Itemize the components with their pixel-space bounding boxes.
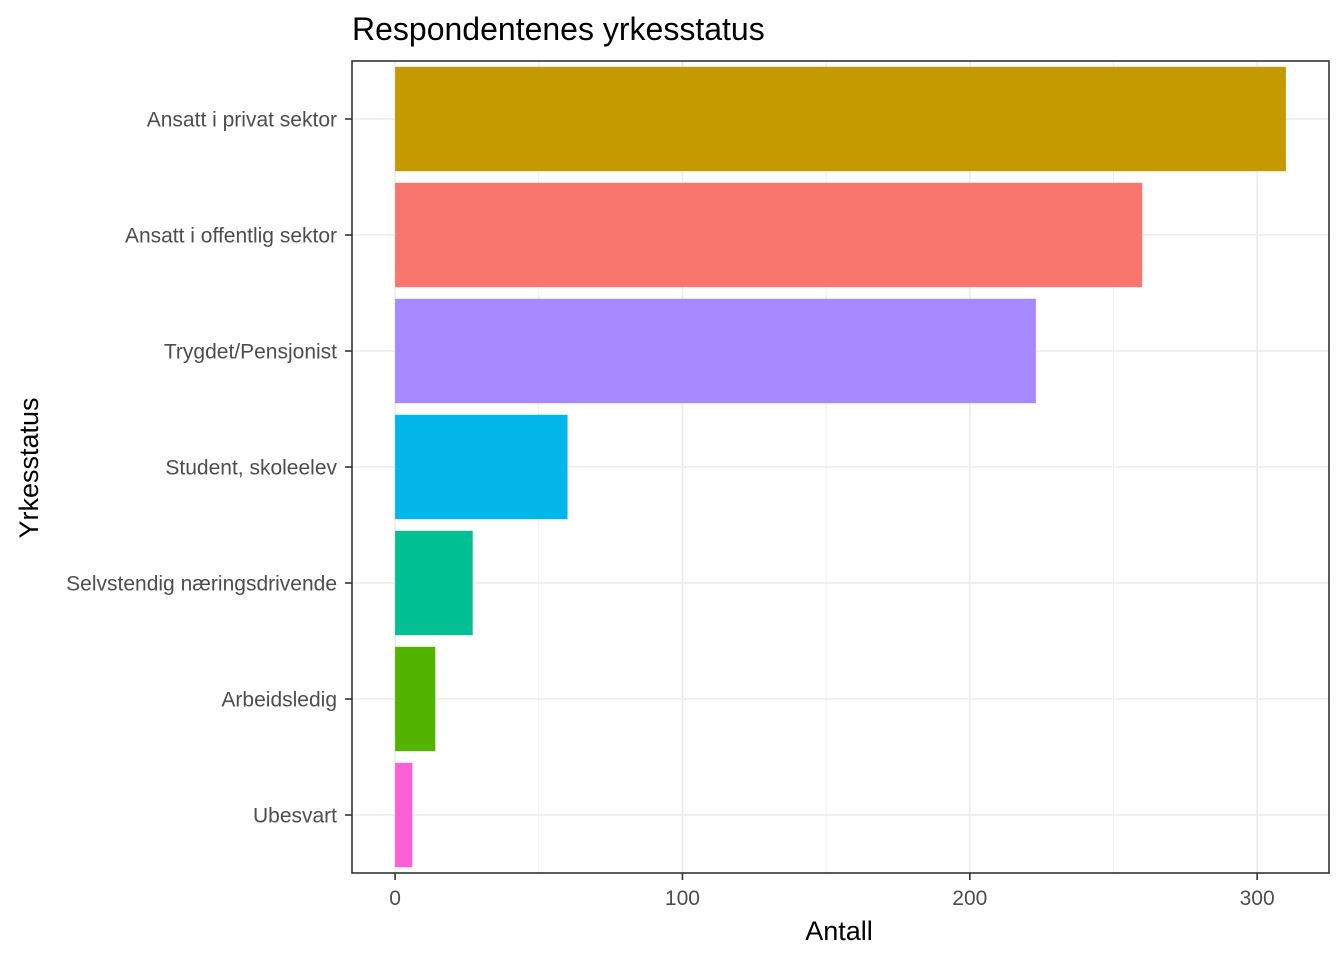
bar bbox=[395, 530, 473, 636]
x-axis-title: Antall bbox=[805, 916, 873, 946]
bar bbox=[395, 182, 1143, 288]
y-tick-label: Student, skoleelev bbox=[165, 457, 337, 480]
y-tick-label: Trygdet/Pensjonist bbox=[164, 341, 337, 364]
bar bbox=[395, 762, 413, 868]
bars bbox=[395, 66, 1286, 868]
bar bbox=[395, 646, 436, 752]
x-tick-label: 200 bbox=[952, 887, 987, 910]
y-tick-label: Ansatt i privat sektor bbox=[147, 109, 337, 132]
y-tick-label: Selvstendig næringsdrivende bbox=[66, 573, 337, 596]
bar bbox=[395, 414, 568, 520]
x-tick-label: 300 bbox=[1240, 887, 1275, 910]
y-tick-label: Ubesvart bbox=[253, 805, 337, 828]
chart-title: Respondentenes yrkesstatus bbox=[352, 11, 765, 47]
x-tick-label: 0 bbox=[389, 887, 401, 910]
x-axis: 0 100 200 300 bbox=[389, 873, 1275, 910]
bar bbox=[395, 66, 1286, 172]
y-axis-title: Yrkesstatus bbox=[14, 397, 44, 538]
x-tick-label: 100 bbox=[665, 887, 700, 910]
y-axis: Ansatt i privat sektor Ansatt i offentlig… bbox=[66, 109, 352, 828]
y-tick-label: Arbeidsledig bbox=[221, 689, 337, 712]
bar bbox=[395, 298, 1036, 404]
y-tick-label: Ansatt i offentlig sektor bbox=[125, 225, 337, 248]
